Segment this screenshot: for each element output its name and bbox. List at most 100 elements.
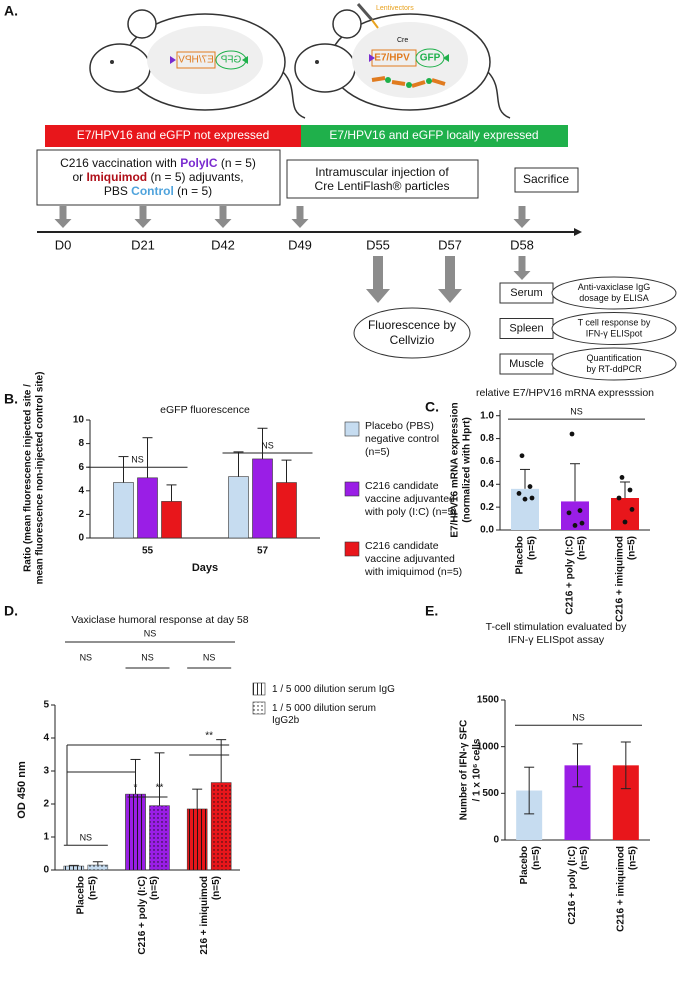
text: PBS (104, 184, 131, 198)
text-line: C216 candidate (365, 480, 441, 492)
label: 0.0 (480, 525, 494, 536)
injection-box (286, 159, 479, 199)
label: eGFP fluorescence (160, 404, 250, 416)
vaccination-text: PBS Control (n = 5) (104, 184, 212, 198)
label: 0 (78, 533, 84, 544)
bar (228, 476, 249, 539)
bar (611, 498, 639, 530)
label: 4 (78, 485, 84, 496)
label: (n=5) (531, 846, 542, 870)
text-line: (n=5) (365, 446, 390, 458)
sacrifice-text: Sacrifice (523, 172, 569, 186)
label: 1500 (477, 695, 500, 706)
data-point (622, 519, 628, 525)
label: C. (425, 399, 439, 415)
text-line: vaccine adjuvanted (365, 493, 458, 505)
data-point (527, 484, 533, 489)
data-point (579, 520, 585, 526)
label: by RT-ddPCR (586, 364, 642, 374)
text: (n = 5) (218, 156, 256, 170)
label: E7/HPV16 mRNA expression (450, 402, 461, 537)
text-line: 1 / 5 000 dilution serum (272, 703, 379, 714)
label: C216 candidate vaccine adjuvanted with p… (364, 480, 458, 518)
panel-label: A. (4, 3, 18, 19)
text-line: with imiquimod (n=5) (364, 566, 462, 578)
label: C216 + imiquimod (615, 846, 626, 932)
label: Days (192, 562, 218, 574)
label: 5 (43, 700, 49, 711)
phase-on-bar (301, 125, 568, 147)
label: 0.2 (480, 502, 494, 513)
phase-off: E7/HPV16 and eGFP not expressed (77, 128, 270, 142)
text-line: IgG2b (272, 715, 300, 726)
label: 0.8 (480, 433, 494, 444)
label: Spleen (509, 322, 543, 334)
label: dosage by ELISA (579, 293, 649, 303)
assay-ellipse (551, 347, 677, 381)
label: 1.0 (480, 410, 494, 421)
timeline-arrow (574, 228, 582, 236)
vaccination-text: or Imiquimod (n = 5) adjuvants, (72, 170, 243, 184)
phase-off-bar (45, 125, 301, 147)
label: (n=5) (579, 846, 590, 870)
label: Muscle (509, 358, 544, 370)
label: Serum (510, 287, 542, 299)
bar (137, 477, 158, 539)
arrow (513, 256, 531, 280)
sacrifice-box (514, 167, 579, 193)
data-point (616, 495, 622, 501)
lentivector-label: Lentivectors (376, 5, 414, 12)
label: 8 (78, 438, 84, 449)
bar (276, 482, 297, 539)
gene-label: E7/HPV (374, 53, 410, 64)
label: mean fluorescence non-injected control s… (35, 372, 46, 585)
label: (n=5) (87, 876, 98, 900)
label: relative E7/HPV16 mRNA expresssion (476, 387, 654, 399)
label: 55 (142, 546, 154, 557)
bar (186, 808, 208, 871)
label: NS (141, 652, 154, 662)
arrow (513, 206, 531, 228)
label: 2 (43, 799, 49, 810)
label: C216 + poly (I:C) (567, 846, 578, 925)
data-point (569, 431, 575, 437)
label: E. (425, 603, 438, 619)
label: (n=5) (577, 536, 588, 560)
label: 1000 (477, 741, 500, 752)
label: T-cell stimulation evaluated by (486, 621, 627, 633)
text: or (72, 170, 86, 184)
text-line: 1 / 5 000 dilution serum IgG (272, 684, 395, 695)
bar (210, 782, 232, 871)
label: OD 450 nm (16, 761, 28, 819)
label: 3 (43, 766, 49, 777)
label: IFN-γ ELISpot assay (508, 634, 605, 646)
vaccination-text: C216 vaccination with PolyIC (n = 5) (60, 156, 256, 170)
label: NS (80, 652, 93, 662)
label: Placebo (515, 536, 526, 574)
label: NS (144, 628, 157, 638)
label: 1 (43, 832, 49, 843)
label: 500 (482, 788, 499, 799)
label: D0 (55, 237, 72, 252)
label: D42 (211, 237, 235, 252)
bar (87, 864, 109, 871)
text-line: Placebo (PBS) (365, 420, 437, 432)
mouse-left (89, 9, 306, 119)
data-point (572, 523, 578, 528)
label: (n=5) (211, 876, 222, 900)
label: Anti-vaxiclase IgG (578, 282, 651, 292)
label: Placebo (PBS) negative control (n=5) (365, 420, 442, 458)
label: NS (131, 455, 144, 465)
text: (n = 5) adjuvants, (147, 170, 243, 184)
data-point (522, 496, 528, 502)
arrow (54, 206, 72, 228)
assay-ellipse (551, 276, 677, 310)
legend-swatch (252, 701, 266, 715)
label: (n=5) (627, 846, 638, 870)
text-line: vaccine adjuvanted (365, 553, 458, 565)
text-line: C216 candidate (365, 540, 441, 552)
label: 0.6 (480, 456, 494, 467)
reporter-label: GFP (420, 53, 441, 64)
label: (normalized with Hprt) (462, 417, 473, 523)
